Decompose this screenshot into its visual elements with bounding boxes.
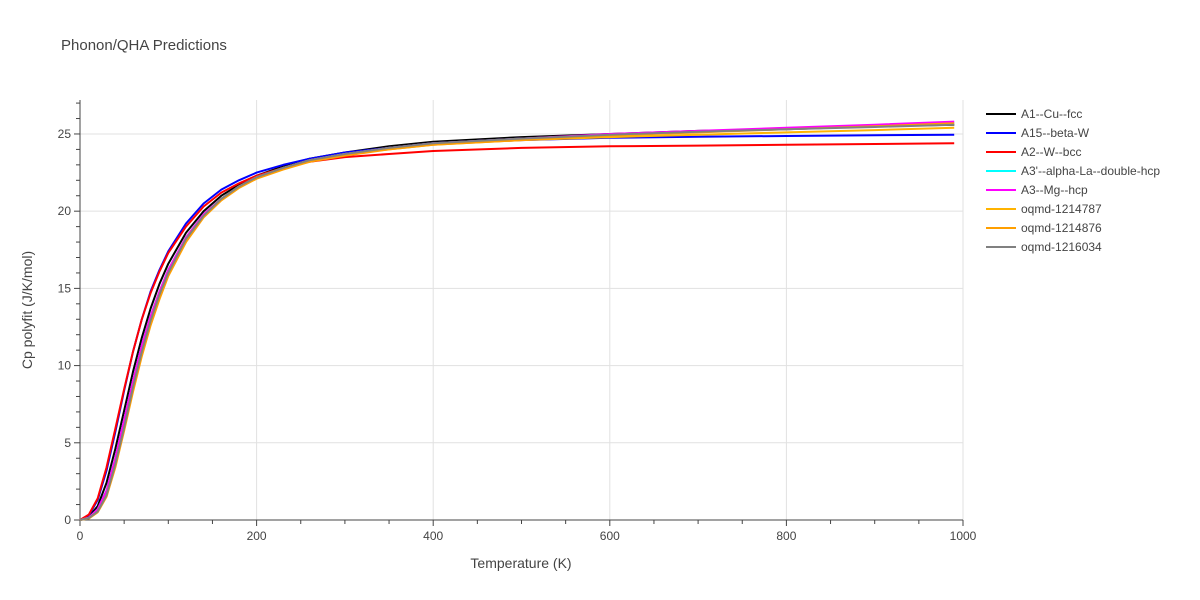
- series-line-A3--Mg--hcp: [79, 120, 955, 521]
- legend-item-label: A15--beta-W: [1021, 126, 1090, 140]
- grid-lines: [80, 100, 964, 520]
- legend-item-label: oqmd-1214787: [1021, 202, 1102, 216]
- y-tick-label: 10: [58, 359, 72, 373]
- y-tick-label: 0: [64, 513, 71, 527]
- series-group: [79, 120, 955, 521]
- x-tick-label: 0: [77, 529, 84, 543]
- legend-item-label: A3'--alpha-La--double-hcp: [1021, 164, 1160, 178]
- legend-item-label: oqmd-1216034: [1021, 240, 1102, 254]
- legend: A1--Cu--fcc A15--beta-W A2--W--bcc A3'--alp…: [986, 107, 1160, 254]
- axes: 0 200 400 600 800 1000 0 5 10 15 20 25: [58, 100, 977, 543]
- series-line-A1--Cu--fcc: [79, 123, 955, 521]
- y-tick-label: 5: [64, 436, 71, 450]
- series-line-oqmd-1214876: [79, 122, 955, 521]
- legend-item-label: A1--Cu--fcc: [1021, 107, 1082, 121]
- legend-item-label: oqmd-1214876: [1021, 221, 1102, 235]
- series-line-A3'--alpha-La--double-hcp: [79, 121, 955, 521]
- y-tick-label: 15: [58, 281, 72, 295]
- legend-item-label: A2--W--bcc: [1021, 145, 1081, 159]
- series-line-A2--W--bcc: [79, 142, 955, 521]
- x-tick-label: 600: [600, 529, 620, 543]
- x-tick-label: 200: [247, 529, 267, 543]
- y-tick-label: 25: [58, 127, 72, 141]
- series-line-oqmd-1216034: [79, 123, 955, 521]
- y-axis-title: Cp polyfit (J/K/mol): [19, 251, 35, 369]
- series-line-oqmd-1214787: [79, 126, 955, 521]
- x-axis-title: Temperature (K): [470, 555, 571, 571]
- x-tick-label: 1000: [950, 529, 977, 543]
- x-tick-label: 800: [776, 529, 796, 543]
- chart-title: Phonon/QHA Predictions: [61, 37, 227, 54]
- x-tick-label: 400: [423, 529, 443, 543]
- series-line-A15--beta-W: [79, 133, 955, 521]
- y-tick-label: 20: [58, 204, 72, 218]
- legend-item-label: A3--Mg--hcp: [1021, 183, 1088, 197]
